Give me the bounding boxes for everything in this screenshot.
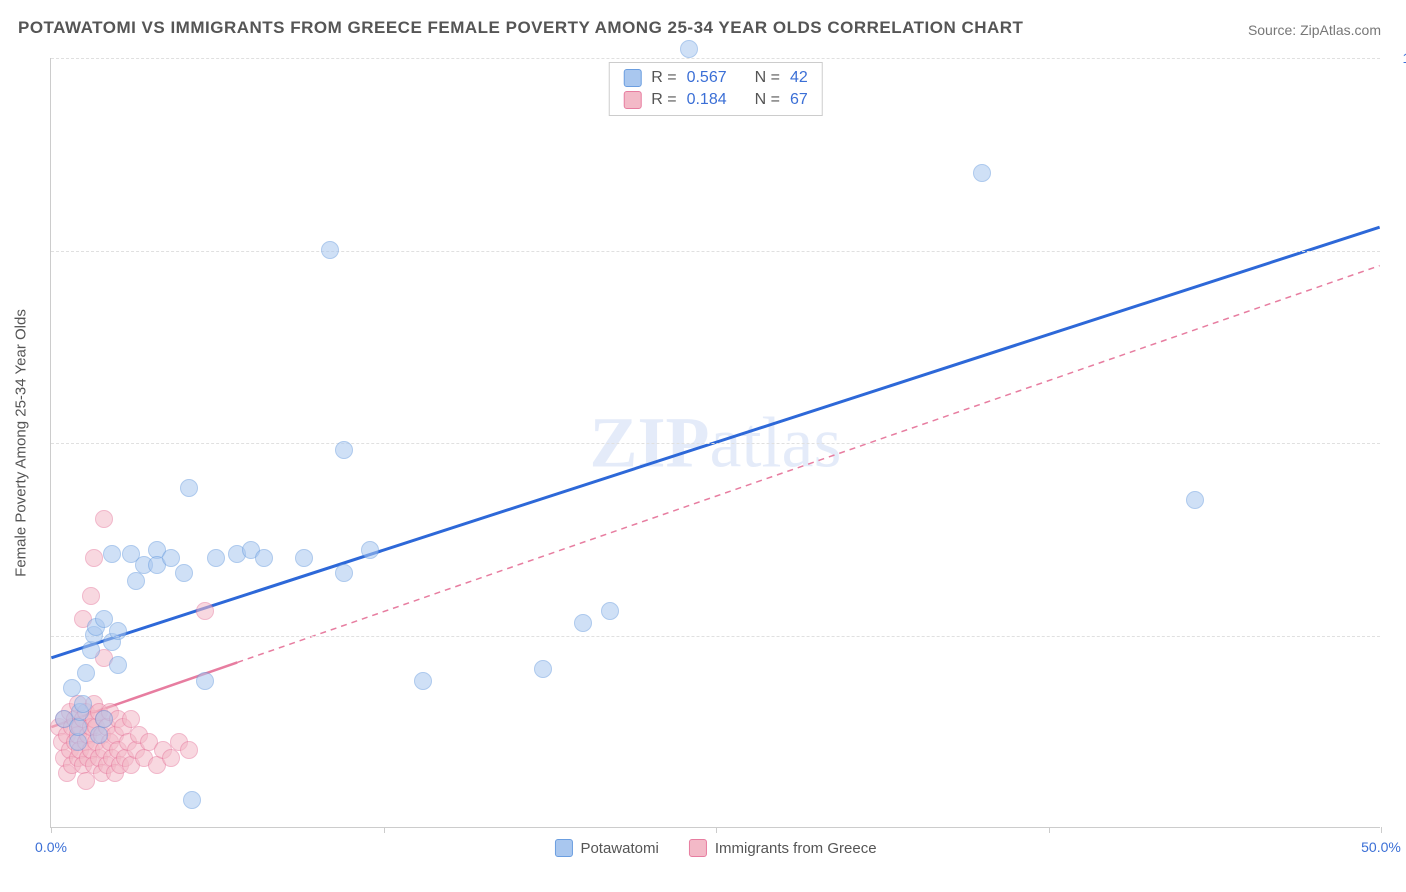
source-label: Source: ZipAtlas.com	[1248, 22, 1381, 38]
xtick	[51, 827, 52, 833]
scatter-point	[180, 479, 198, 497]
scatter-point	[95, 710, 113, 728]
xtick	[1381, 827, 1382, 833]
scatter-point	[361, 541, 379, 559]
scatter-point	[175, 564, 193, 582]
scatter-point	[534, 660, 552, 678]
scatter-point	[335, 441, 353, 459]
scatter-point	[196, 602, 214, 620]
ytick-label: 50.0%	[1390, 435, 1406, 451]
scatter-point	[180, 741, 198, 759]
legend-swatch-1	[623, 91, 641, 109]
scatter-point	[255, 549, 273, 567]
scatter-point	[95, 510, 113, 528]
xtick-label: 0.0%	[35, 839, 67, 855]
scatter-point	[207, 549, 225, 567]
legend-bottom-label-1: Immigrants from Greece	[715, 840, 877, 857]
scatter-point	[74, 695, 92, 713]
gridline-h	[51, 251, 1380, 252]
gridline-h	[51, 636, 1380, 637]
legend-bottom-item-1: Immigrants from Greece	[689, 839, 877, 857]
gridline-h	[51, 443, 1380, 444]
legend-r-value-1: 0.184	[687, 91, 727, 109]
scatter-point	[680, 40, 698, 58]
scatter-point	[82, 641, 100, 659]
legend-row-series-0: R = 0.567 N = 42	[623, 67, 808, 89]
scatter-point	[85, 549, 103, 567]
ytick-label: 100.0%	[1390, 50, 1406, 66]
scatter-point	[77, 664, 95, 682]
xtick-label: 50.0%	[1361, 839, 1401, 855]
scatter-point	[414, 672, 432, 690]
scatter-point	[574, 614, 592, 632]
scatter-point	[601, 602, 619, 620]
legend-r-value-0: 0.567	[687, 69, 727, 87]
legend-n-label: N =	[755, 69, 780, 87]
scatter-point	[973, 164, 991, 182]
scatter-point	[1186, 491, 1204, 509]
legend-bottom-swatch-1	[689, 839, 707, 857]
legend-row-series-1: R = 0.184 N = 67	[623, 89, 808, 111]
chart-area: Female Poverty Among 25-34 Year Olds ZIP…	[50, 58, 1380, 828]
legend-bottom-swatch-0	[554, 839, 572, 857]
scatter-point	[69, 718, 87, 736]
gridline-h	[51, 58, 1380, 59]
scatter-point	[162, 549, 180, 567]
xtick	[716, 827, 717, 833]
scatter-point	[183, 791, 201, 809]
scatter-point	[69, 733, 87, 751]
scatter-point	[90, 726, 108, 744]
scatter-point	[321, 241, 339, 259]
legend-n-label: N =	[755, 91, 780, 109]
legend-top: R = 0.567 N = 42 R = 0.184 N = 67	[608, 62, 823, 116]
scatter-point	[103, 545, 121, 563]
scatter-point	[82, 587, 100, 605]
scatter-point	[196, 672, 214, 690]
legend-bottom: Potawatomi Immigrants from Greece	[554, 839, 876, 857]
legend-r-label: R =	[651, 69, 676, 87]
legend-n-value-0: 42	[790, 69, 808, 87]
legend-swatch-0	[623, 69, 641, 87]
scatter-point	[109, 622, 127, 640]
scatter-point	[109, 656, 127, 674]
legend-n-value-1: 67	[790, 91, 808, 109]
scatter-point	[127, 572, 145, 590]
scatter-point	[295, 549, 313, 567]
scatter-point	[335, 564, 353, 582]
legend-r-label: R =	[651, 91, 676, 109]
y-axis-label: Female Poverty Among 25-34 Year Olds	[13, 309, 30, 577]
scatter-point	[162, 749, 180, 767]
legend-bottom-item-0: Potawatomi	[554, 839, 658, 857]
legend-bottom-label-0: Potawatomi	[580, 840, 658, 857]
chart-title: POTAWATOMI VS IMMIGRANTS FROM GREECE FEM…	[18, 18, 1023, 38]
ytick-label: 75.0%	[1390, 243, 1406, 259]
xtick	[1049, 827, 1050, 833]
xtick	[384, 827, 385, 833]
ytick-label: 25.0%	[1390, 628, 1406, 644]
